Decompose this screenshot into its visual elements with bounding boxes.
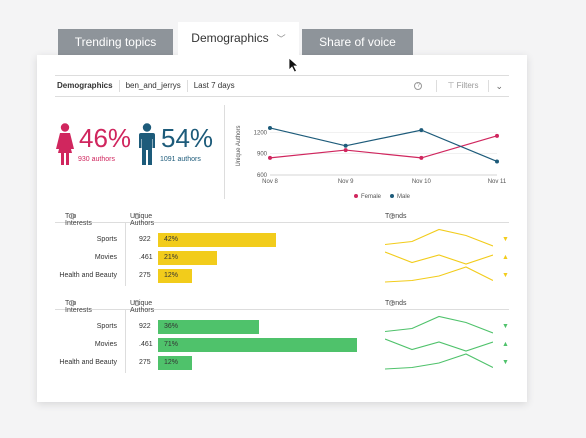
x-tick-label: Nov 10 <box>412 179 432 185</box>
trend-down-icon: ▼ <box>502 359 509 366</box>
tab-share-of-voice[interactable]: Share of voice <box>302 29 413 55</box>
trend-down-icon: ▼ <box>502 272 509 279</box>
filter-icon: ⊤ <box>447 81 454 90</box>
interest-row[interactable]: Health and Beauty 275 12% ▼ <box>55 356 509 370</box>
data-point-female <box>268 156 272 160</box>
trend-line <box>385 317 493 334</box>
trend-down-icon: ▼ <box>502 323 509 330</box>
tab-bar: Trending topics Demographics ﹀ Share of v… <box>0 0 586 60</box>
y-tick-label: 900 <box>257 152 268 158</box>
author-count: 922 <box>139 236 151 243</box>
interests-header: Top Interests Unique Authors Trends <box>55 298 509 310</box>
interest-label: Sports <box>97 323 117 330</box>
legend-marker <box>354 194 358 198</box>
chevron-down-icon[interactable]: ⌄ <box>489 81 509 92</box>
help-icon[interactable] <box>389 300 395 306</box>
data-point-male <box>495 159 499 163</box>
x-tick-label: Nov 8 <box>262 179 278 185</box>
help-icon[interactable] <box>69 300 75 306</box>
interest-label: Sports <box>97 236 117 243</box>
trend-up-icon: ▲ <box>502 254 509 261</box>
interests-header: Top Interests Unique Authors Trends <box>55 211 509 223</box>
author-count: .461 <box>139 254 153 261</box>
interest-label: Movies <box>95 254 117 261</box>
author-count: 922 <box>139 323 151 330</box>
tab-trending-topics[interactable]: Trending topics <box>58 29 173 55</box>
unique-authors-line-chart: Unique Authors6009001200Nov 8Nov 9Nov 10… <box>232 110 512 210</box>
tab-label: Trending topics <box>75 35 157 49</box>
percentage-bar: 12% <box>158 269 192 283</box>
data-point-female <box>419 156 423 160</box>
trend-down-icon: ▼ <box>502 236 509 243</box>
help-icon[interactable] <box>69 213 75 219</box>
help-icon[interactable] <box>389 213 395 219</box>
female-percentage: 46% <box>79 123 131 153</box>
interest-label: Health and Beauty <box>59 272 117 279</box>
chevron-down-icon[interactable]: ﹀ <box>277 23 286 56</box>
demographics-panel: Demographics ben_and_jerrys Last 7 days … <box>37 55 527 402</box>
toolbar-title: Demographics <box>55 80 120 92</box>
data-point-male <box>344 144 348 148</box>
help-icon[interactable]: ? <box>414 82 422 90</box>
account-selector[interactable]: ben_and_jerrys <box>120 80 188 92</box>
x-tick-label: Nov 9 <box>338 179 354 185</box>
female-authors: 930 authors <box>78 156 115 163</box>
trend-line <box>385 354 493 369</box>
trend-up-icon: ▲ <box>502 341 509 348</box>
legend-label: Female <box>361 194 382 200</box>
divider <box>224 105 225 199</box>
y-tick-label: 1200 <box>254 130 268 136</box>
interest-label: Health and Beauty <box>59 359 117 366</box>
series-line-male <box>270 128 497 161</box>
male-percentage: 54% <box>161 123 213 153</box>
interest-label: Movies <box>95 341 117 348</box>
male-authors: 1091 authors <box>160 156 201 163</box>
filters-label: Filters <box>457 81 479 90</box>
interest-row[interactable]: Health and Beauty 275 12% ▼ <box>55 269 509 283</box>
help-icon[interactable] <box>134 300 140 306</box>
male-person-icon <box>137 123 157 165</box>
gender-split: 46% 930 authors 54% 1091 authors <box>55 123 225 179</box>
trend-line <box>385 230 493 247</box>
data-point-female <box>495 134 499 138</box>
percentage-bar: 71% <box>158 338 357 352</box>
percentage-bar: 21% <box>158 251 217 265</box>
author-count: 275 <box>139 359 151 366</box>
percentage-bar: 42% <box>158 233 276 247</box>
tab-label: Demographics <box>191 31 268 45</box>
author-count: .461 <box>139 341 153 348</box>
trend-sparkline <box>385 263 493 287</box>
percentage-bar: 12% <box>158 356 192 370</box>
tab-label: Share of voice <box>319 35 396 49</box>
legend-marker <box>390 194 394 198</box>
author-count: 275 <box>139 272 151 279</box>
filter-toolbar: Demographics ben_and_jerrys Last 7 days … <box>55 75 509 97</box>
tab-demographics[interactable]: Demographics ﹀ <box>178 22 299 55</box>
trend-line <box>385 267 493 282</box>
filters-button[interactable]: ⊤ Filters <box>436 80 489 92</box>
female-person-icon <box>55 123 75 165</box>
data-point-male <box>268 126 272 130</box>
help-icon[interactable] <box>134 213 140 219</box>
trend-sparkline <box>385 350 493 374</box>
y-axis-label: Unique Authors <box>236 125 242 166</box>
date-range-selector[interactable]: Last 7 days <box>188 80 241 92</box>
mouse-cursor-icon <box>288 57 300 73</box>
percentage-bar: 36% <box>158 320 259 334</box>
x-tick-label: Nov 11 <box>488 179 507 185</box>
data-point-male <box>419 128 423 132</box>
legend-label: Male <box>397 194 411 200</box>
data-point-female <box>344 148 348 152</box>
